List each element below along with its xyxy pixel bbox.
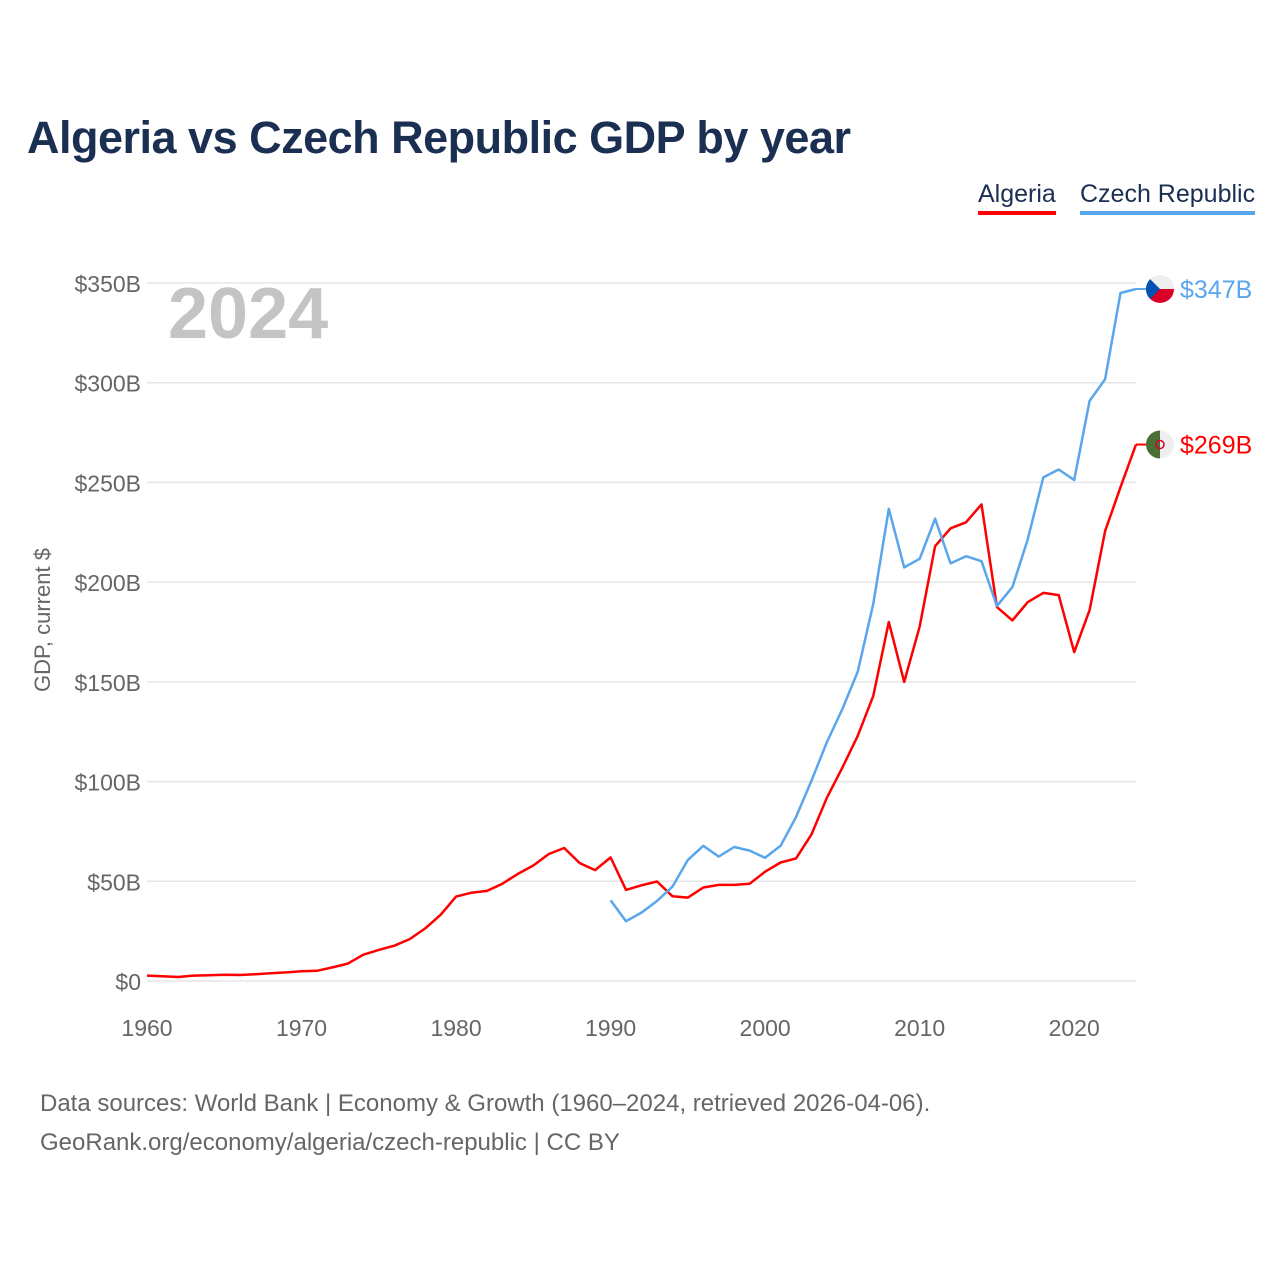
flag-blue [1146, 274, 1160, 303]
series-line-czech-republic [609, 287, 1137, 923]
footer: Data sources: World Bank | Economy & Gro… [40, 1084, 930, 1162]
y-tick-label: $200B [74, 570, 141, 596]
source-link[interactable]: GeoRank.org/economy/algeria/czech-republ… [40, 1129, 620, 1156]
czech-flag-icon [1146, 274, 1174, 303]
chart-title: Algeria vs Czech Republic GDP by year [27, 112, 851, 163]
end-value-label: $269B [1180, 432, 1252, 460]
x-tick-label: 1970 [276, 1015, 327, 1041]
x-tick-label: 2010 [894, 1015, 945, 1041]
legend-item-algeria[interactable]: Algeria [978, 180, 1056, 215]
flag-body [1146, 274, 1174, 303]
legend-item-czech-republic[interactable]: Czech Republic [1080, 180, 1256, 215]
y-tick-label: $100B [74, 770, 141, 796]
y-tick-label: $150B [74, 670, 141, 696]
x-tick-label: 1990 [585, 1015, 636, 1041]
x-tick-label: 2000 [740, 1015, 791, 1041]
x-tick-label: 2020 [1049, 1015, 1100, 1041]
flag-white [1160, 430, 1174, 459]
y-tick-label: $300B [74, 371, 141, 397]
flag-body [1146, 430, 1174, 459]
algeria-flag-icon [1146, 430, 1174, 459]
y-tick-label: $350B [74, 271, 141, 297]
y-tick-label: $250B [74, 470, 141, 496]
x-tick-label: 1960 [121, 1015, 172, 1041]
y-axis-label: GDP, current $ [30, 548, 55, 692]
year-watermark: 2024 [168, 274, 328, 354]
series-line-algeria [146, 444, 1138, 979]
source-note: Data sources: World Bank | Economy & Gro… [40, 1090, 931, 1117]
flag-crescent [1155, 439, 1165, 450]
y-tick-label: $50B [87, 869, 141, 895]
end-value-label: $347B [1180, 276, 1252, 304]
y-tick-label: $0 [115, 969, 141, 995]
x-tick-label: 1980 [430, 1015, 481, 1041]
flag-green [1146, 430, 1160, 459]
